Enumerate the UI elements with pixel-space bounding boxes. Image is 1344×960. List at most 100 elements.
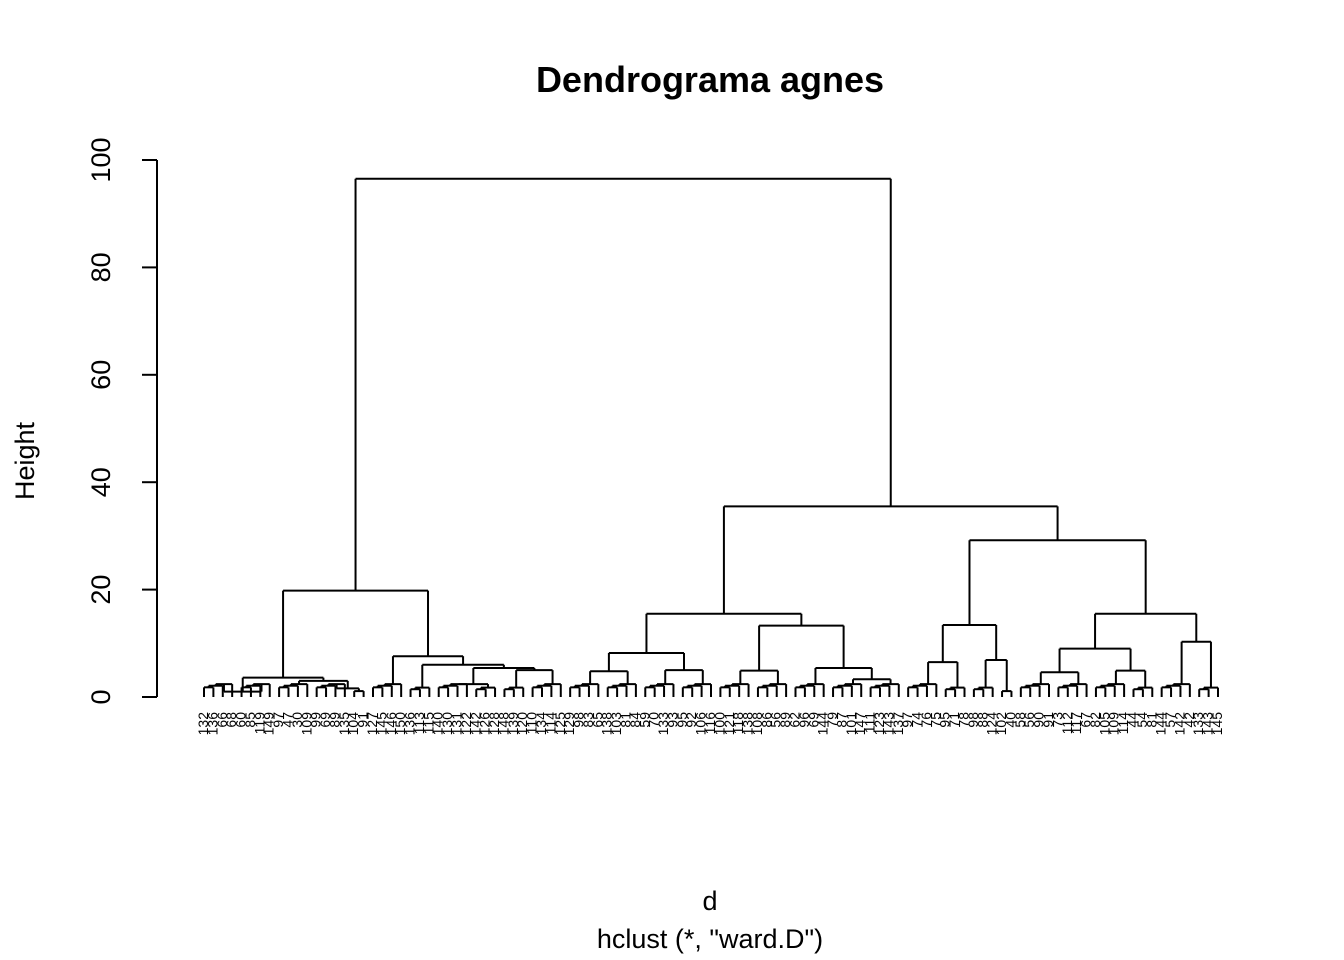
leaf-label: 123 (871, 712, 887, 736)
leaf-label: 131 (449, 712, 465, 736)
y-axis-label: Height (10, 421, 40, 500)
leaf-label: 116 (702, 712, 718, 735)
x-axis-sublabel: hclust (*, "ward.D") (597, 924, 823, 954)
dendrogram-tree (203, 177, 1219, 697)
leaf-label: 143 (1200, 712, 1216, 736)
y-tick-label: 0 (86, 689, 116, 704)
leaf-label: 60 (233, 712, 249, 728)
leaf-label: 67 (1078, 712, 1094, 728)
leaf-label: 88 (974, 712, 990, 728)
leaf-label: 130 (439, 712, 455, 736)
leaf-label: 40 (1002, 712, 1018, 728)
leaf-label: 99 (308, 712, 324, 728)
leaf-label: 86 (758, 712, 774, 728)
leaf-label: 91 (355, 712, 371, 728)
leaf-label: 109 (1106, 712, 1122, 736)
leaf-label: 126 (477, 712, 493, 736)
leaf-label: 127 (364, 712, 380, 736)
leaf-label: 90 (1031, 712, 1047, 728)
leaf-label: 148 (495, 712, 511, 736)
leaf-label: 98 (571, 712, 587, 728)
leaf-label: 138 (599, 712, 615, 736)
leaf-label: 136 (402, 712, 418, 736)
leaf-label: 89 (326, 712, 342, 728)
leaf-labels: 1321366668608511914997473010999698913510… (195, 712, 1225, 736)
leaf-label: 115 (420, 712, 436, 735)
y-tick-label: 80 (86, 252, 116, 282)
leaf-label: 146 (383, 712, 399, 736)
leaf-label: 92 (683, 712, 699, 728)
leaf-label: 30 (289, 712, 305, 728)
leaf-label: 140 (430, 712, 446, 736)
leaf-label: 82 (1087, 712, 1103, 728)
leaf-label: 134 (533, 712, 549, 736)
leaf-label: 145 (373, 712, 389, 736)
leaf-label: 136 (204, 712, 220, 736)
leaf-label: 57 (1162, 712, 1178, 728)
leaf-label: 135 (336, 712, 352, 736)
leaf-label: 96 (796, 712, 812, 728)
leaf-label: 100 (711, 712, 727, 736)
leaf-label: 47 (280, 712, 296, 728)
leaf-label: 108 (749, 712, 765, 736)
leaf-label: 142 (467, 712, 483, 736)
leaf-label: 129 (561, 712, 577, 736)
leaf-label: 70 (646, 712, 662, 728)
leaf-label: 128 (486, 712, 502, 736)
leaf-label: 62 (787, 712, 803, 728)
leaf-label: 104 (345, 712, 361, 736)
leaf-label: 81 (618, 712, 634, 728)
leaf-label: 93 (664, 712, 680, 728)
leaf-label: 114 (542, 712, 558, 735)
leaf-label: 139 (505, 712, 521, 736)
leaf-label: 76 (918, 712, 934, 728)
leaf-label: 73 (1049, 712, 1065, 728)
leaf-label: 103 (608, 712, 624, 736)
y-tick-label: 20 (86, 575, 116, 605)
chart-title: Dendrograma agnes (536, 59, 884, 100)
leaf-label: 133 (655, 712, 671, 736)
leaf-label: 145 (1209, 712, 1225, 736)
leaf-label: 106 (693, 712, 709, 736)
leaf-label: 142 (1171, 712, 1187, 736)
leaf-label: 81 (1143, 712, 1159, 728)
leaf-label: 138 (740, 712, 756, 736)
y-axis: 0 20 40 60 80 100 (86, 137, 158, 705)
leaf-label: 122 (458, 712, 474, 736)
leaf-label: 102 (993, 712, 1009, 736)
leaf-label: 74 (909, 712, 925, 728)
leaf-label: 42 (1181, 712, 1197, 728)
leaf-label: 65 (589, 712, 605, 728)
leaf-label: 147 (852, 712, 868, 736)
leaf-label: 95 (674, 712, 690, 728)
leaf-label: 124 (984, 712, 1000, 736)
leaf-label: 109 (298, 712, 314, 736)
leaf-label: 149 (261, 712, 277, 736)
leaf-label: 69 (805, 712, 821, 728)
leaf-label: 54 (1134, 712, 1150, 728)
leaf-label: 85 (242, 712, 258, 728)
leaf-label: 69 (317, 712, 333, 728)
y-tick-label: 100 (86, 137, 116, 182)
leaf-label: 150 (392, 712, 408, 736)
leaf-label: 117 (1068, 712, 1084, 735)
leaf-label: 119 (251, 712, 267, 735)
leaf-label: 114 (1115, 712, 1131, 735)
leaf-label: 75 (927, 712, 943, 728)
leaf-label: 59 (636, 712, 652, 728)
leaf-label: 125 (552, 712, 568, 736)
leaf-label: 112 (1059, 712, 1075, 735)
leaf-label: 143 (880, 712, 896, 736)
leaf-label: 97 (270, 712, 286, 728)
leaf-label: 95 (937, 712, 953, 728)
leaf-label: 110 (524, 712, 540, 735)
leaf-label: 91 (1040, 712, 1056, 728)
leaf-label: 78 (956, 712, 972, 728)
leaf-label: 101 (843, 712, 859, 736)
leaf-label: 111 (862, 712, 878, 733)
leaf-label: 79 (824, 712, 840, 728)
y-tick-label: 60 (86, 360, 116, 390)
leaf-label: 58 (1012, 712, 1028, 728)
leaf-label: 113 (411, 712, 427, 735)
